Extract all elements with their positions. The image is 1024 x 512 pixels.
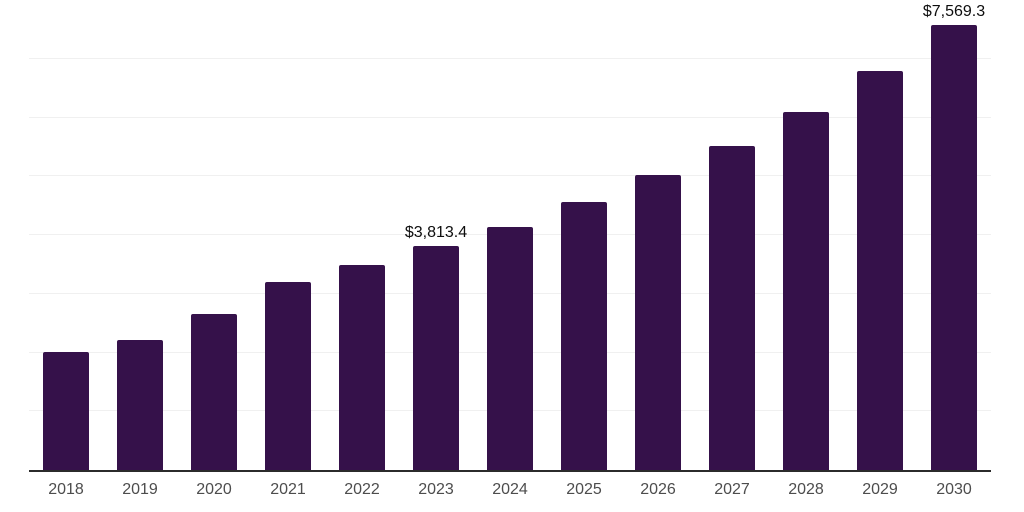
x-tick-label-2022: 2022 [344, 481, 380, 498]
bar-column-2029 [843, 0, 917, 470]
x-tick-label-2027: 2027 [714, 481, 750, 498]
x-tick-label-2030: 2030 [936, 481, 972, 498]
x-tick-label-2026: 2026 [640, 481, 676, 498]
bar-column-2028 [769, 0, 843, 470]
bar-2030: $7,569.3 [923, 3, 985, 470]
x-tick-label-2025: 2025 [566, 481, 602, 498]
bar-2026 [635, 174, 681, 470]
gridline-7000 [29, 57, 991, 59]
bar-2029 [857, 70, 903, 470]
bar-column-2020 [177, 0, 251, 470]
gridline-6000 [29, 116, 991, 118]
data-label-2030: $7,569.3 [922, 3, 986, 21]
bar-2028 [783, 111, 829, 470]
bar-column-2021 [251, 0, 325, 470]
bar-column-2030: $7,569.3 [917, 0, 991, 470]
x-tick-label-2020: 2020 [196, 481, 232, 498]
bar-column-2025 [547, 0, 621, 470]
bar-2023: $3,813.4 [405, 224, 467, 470]
bar-2024 [487, 226, 533, 470]
bar-column-2022 [325, 0, 399, 470]
bar-column-2023: $3,813.4 [399, 0, 473, 470]
x-tick-label-2029: 2029 [862, 481, 898, 498]
bar-column-2027 [695, 0, 769, 470]
bar-column-2019 [103, 0, 177, 470]
bar-2025 [561, 201, 607, 470]
x-tick-label-2028: 2028 [788, 481, 824, 498]
bar-2019 [117, 339, 163, 470]
bar-column-2026 [621, 0, 695, 470]
data-label-2023: $3,813.4 [404, 223, 468, 241]
bar-column-2024 [473, 0, 547, 470]
bar-2021 [265, 282, 311, 470]
bar-2027 [709, 145, 755, 470]
x-tick-label-2019: 2019 [122, 481, 158, 498]
bar-2020 [191, 314, 237, 470]
x-tick-label-2021: 2021 [270, 481, 306, 498]
x-tick-label-2018: 2018 [48, 481, 84, 498]
x-tick-label-2023: 2023 [418, 481, 454, 498]
x-axis-labels: 2018 2019 2020 2021 2022 2023 2024 2025 2026 2027… [29, 481, 991, 499]
plot-area: $3,813.4 $7,569.3 [29, 0, 991, 472]
gridline-5000 [29, 175, 991, 177]
bars-row: $3,813.4 $7,569.3 [29, 0, 991, 470]
x-tick-label-2024: 2024 [492, 481, 528, 498]
bar-column-2018 [29, 0, 103, 470]
bar-2018 [43, 351, 89, 470]
bar-2022 [339, 264, 385, 470]
